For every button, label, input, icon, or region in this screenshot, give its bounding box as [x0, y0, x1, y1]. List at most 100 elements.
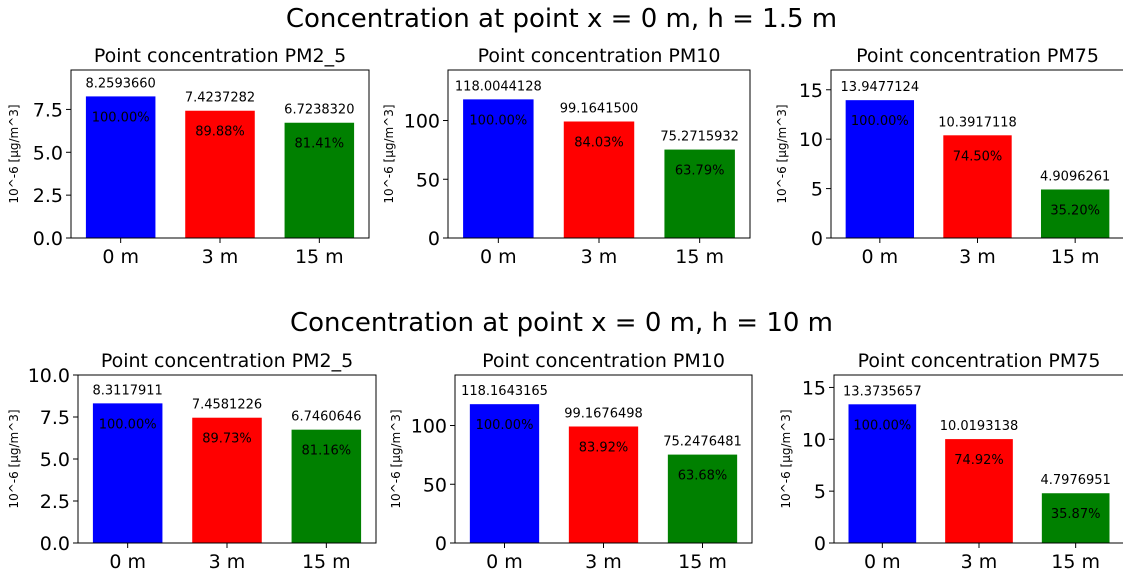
row-title-bottom: Concentration at point x = 0 m, h = 10 m: [290, 308, 833, 338]
y-tick-label: 7.5: [40, 407, 70, 429]
bar: [85, 96, 156, 239]
percent-label: 100.00%: [476, 418, 534, 433]
value-label: 10.3917118: [938, 115, 1017, 130]
x-tick-label: 15 m: [1051, 551, 1100, 573]
percent-label: 84.03%: [574, 135, 624, 150]
percent-label: 74.92%: [954, 453, 1004, 468]
subplot-title: Point concentration PM10: [482, 350, 725, 372]
y-tick-label: 10: [802, 429, 826, 451]
y-axis-label: 10^-6 [µg/m^3]: [382, 104, 396, 203]
x-tick-label: 3 m: [202, 246, 239, 268]
x-tick-label: 0 m: [480, 246, 517, 268]
y-tick-label: 50: [423, 474, 447, 496]
y-axis-label: 10^-6 [µg/m^3]: [389, 409, 403, 508]
bar: [664, 149, 735, 238]
value-label: 75.2715932: [660, 130, 739, 145]
x-tick-label: 3 m: [959, 246, 996, 268]
bar: [463, 99, 534, 238]
y-tick-label: 10.0: [28, 365, 70, 387]
y-tick-label: 0: [814, 533, 826, 555]
y-tick-label: 10: [799, 129, 823, 151]
subplot-title: Point concentration PM2_5: [101, 350, 353, 372]
bar: [943, 135, 1012, 238]
percent-label: 100.00%: [469, 113, 527, 128]
x-tick-label: 0 m: [864, 551, 901, 573]
bar: [945, 439, 1013, 543]
percent-label: 100.00%: [853, 418, 911, 433]
plot-frame: [77, 374, 377, 544]
y-tick-label: 2.5: [33, 185, 63, 207]
percent-label: 35.20%: [1050, 203, 1100, 218]
value-label: 7.4237282: [185, 91, 255, 106]
y-tick-label: 0: [435, 533, 447, 555]
bar: [469, 404, 540, 543]
bar: [1041, 493, 1110, 543]
percent-label: 100.00%: [99, 417, 157, 432]
subplot-title: Point concentration PM2_5: [94, 45, 346, 67]
percent-label: 89.73%: [202, 432, 252, 447]
y-tick-label: 7.5: [33, 99, 63, 121]
bar: [563, 121, 635, 238]
x-tick-label: 15 m: [295, 246, 344, 268]
bar: [1040, 189, 1110, 238]
percent-label: 63.79%: [675, 164, 725, 179]
x-tick-label: 0 m: [486, 551, 523, 573]
value-label: 4.9096261: [1040, 169, 1110, 184]
value-label: 118.0044128: [455, 79, 542, 94]
y-tick-label: 50: [416, 169, 440, 191]
x-tick-label: 0 m: [109, 551, 146, 573]
value-label: 10.0193138: [940, 419, 1019, 434]
x-tick-label: 15 m: [675, 246, 724, 268]
y-tick-label: 100: [404, 111, 440, 133]
percent-label: 81.16%: [302, 444, 352, 459]
row-title-top: Concentration at point x = 0 m, h = 1.5 …: [285, 4, 838, 34]
x-tick-label: 3 m: [581, 246, 618, 268]
value-label: 8.3117911: [93, 383, 163, 398]
value-label: 75.2476481: [663, 435, 742, 450]
y-axis-label: 10^-6 [µg/m^3]: [7, 104, 21, 203]
subplot-title: Point concentration PM75: [856, 45, 1099, 67]
percent-label: 89.88%: [195, 125, 245, 140]
y-tick-label: 5: [811, 179, 823, 201]
y-tick-label: 5.0: [33, 142, 63, 164]
y-tick-label: 100: [411, 416, 447, 438]
bar: [848, 404, 917, 543]
y-tick-label: 15: [799, 80, 823, 102]
y-tick-label: 0.0: [40, 533, 70, 555]
x-tick-label: 3 m: [961, 551, 998, 573]
x-tick-label: 0 m: [102, 246, 139, 268]
y-tick-label: 0: [811, 228, 823, 250]
y-tick-label: 5.0: [40, 449, 70, 471]
y-axis-label: 10^-6 [µg/m^3]: [775, 104, 789, 203]
bar: [185, 110, 255, 238]
bar: [192, 417, 262, 543]
value-label: 4.7976951: [1041, 473, 1111, 488]
value-label: 118.1643165: [461, 384, 548, 399]
plot-frame: [454, 374, 753, 544]
y-tick-label: 5: [814, 481, 826, 503]
x-tick-label: 0 m: [862, 246, 899, 268]
percent-label: 74.50%: [953, 149, 1003, 164]
percent-label: 83.92%: [579, 440, 629, 455]
value-label: 13.9477124: [841, 80, 920, 95]
percent-label: 100.00%: [851, 114, 909, 129]
bar: [92, 403, 163, 543]
value-label: 6.7238320: [284, 103, 354, 118]
y-axis-label: 10^-6 [µg/m^3]: [779, 409, 793, 508]
x-tick-label: 15 m: [302, 551, 351, 573]
value-label: 13.3735657: [843, 384, 922, 399]
plot-frame: [70, 69, 370, 239]
x-tick-label: 3 m: [209, 551, 246, 573]
bar: [667, 454, 738, 543]
percent-label: 100.00%: [92, 110, 150, 125]
subplot-title: Point concentration PM75: [858, 350, 1101, 372]
bar: [845, 100, 915, 238]
plot-frame: [447, 69, 751, 239]
y-tick-label: 15: [802, 377, 826, 399]
value-label: 8.2593660: [86, 76, 156, 91]
percent-label: 81.41%: [295, 137, 345, 152]
y-tick-label: 2.5: [40, 491, 70, 513]
bar: [284, 122, 355, 238]
subplot-title: Point concentration PM10: [478, 45, 721, 67]
